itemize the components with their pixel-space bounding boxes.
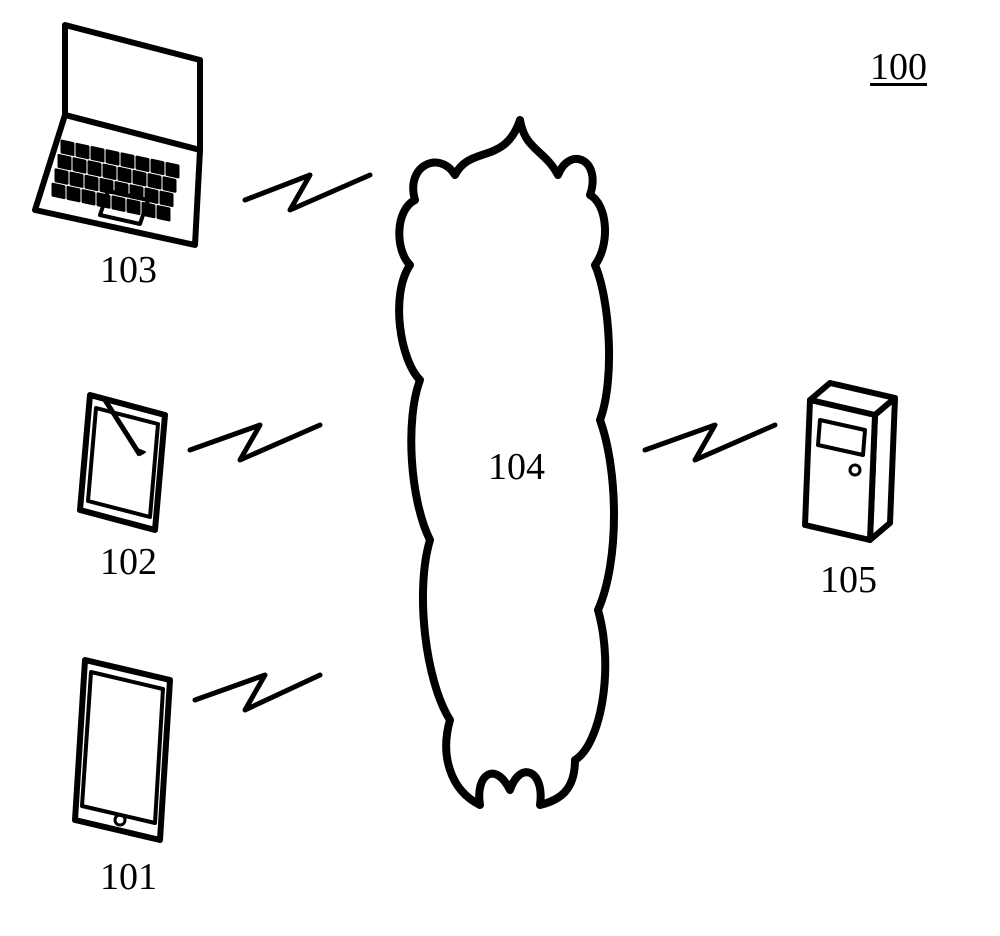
label-103: 103 — [100, 248, 157, 292]
figure-number: 100 — [870, 45, 927, 89]
phone-icon — [75, 660, 170, 840]
edge-cloud-server — [645, 425, 775, 460]
label-102: 102 — [100, 540, 157, 584]
diagram-canvas: 100 101 102 103 104 105 — [0, 0, 1000, 931]
edge-phone-cloud — [195, 675, 320, 710]
edge-laptop-cloud — [245, 175, 370, 210]
server-icon — [805, 383, 895, 540]
label-104: 104 — [488, 445, 545, 489]
laptop-icon — [35, 25, 200, 245]
label-101: 101 — [100, 855, 157, 899]
tablet-icon — [80, 395, 165, 530]
edge-tablet-cloud — [190, 425, 320, 460]
label-105: 105 — [820, 558, 877, 602]
